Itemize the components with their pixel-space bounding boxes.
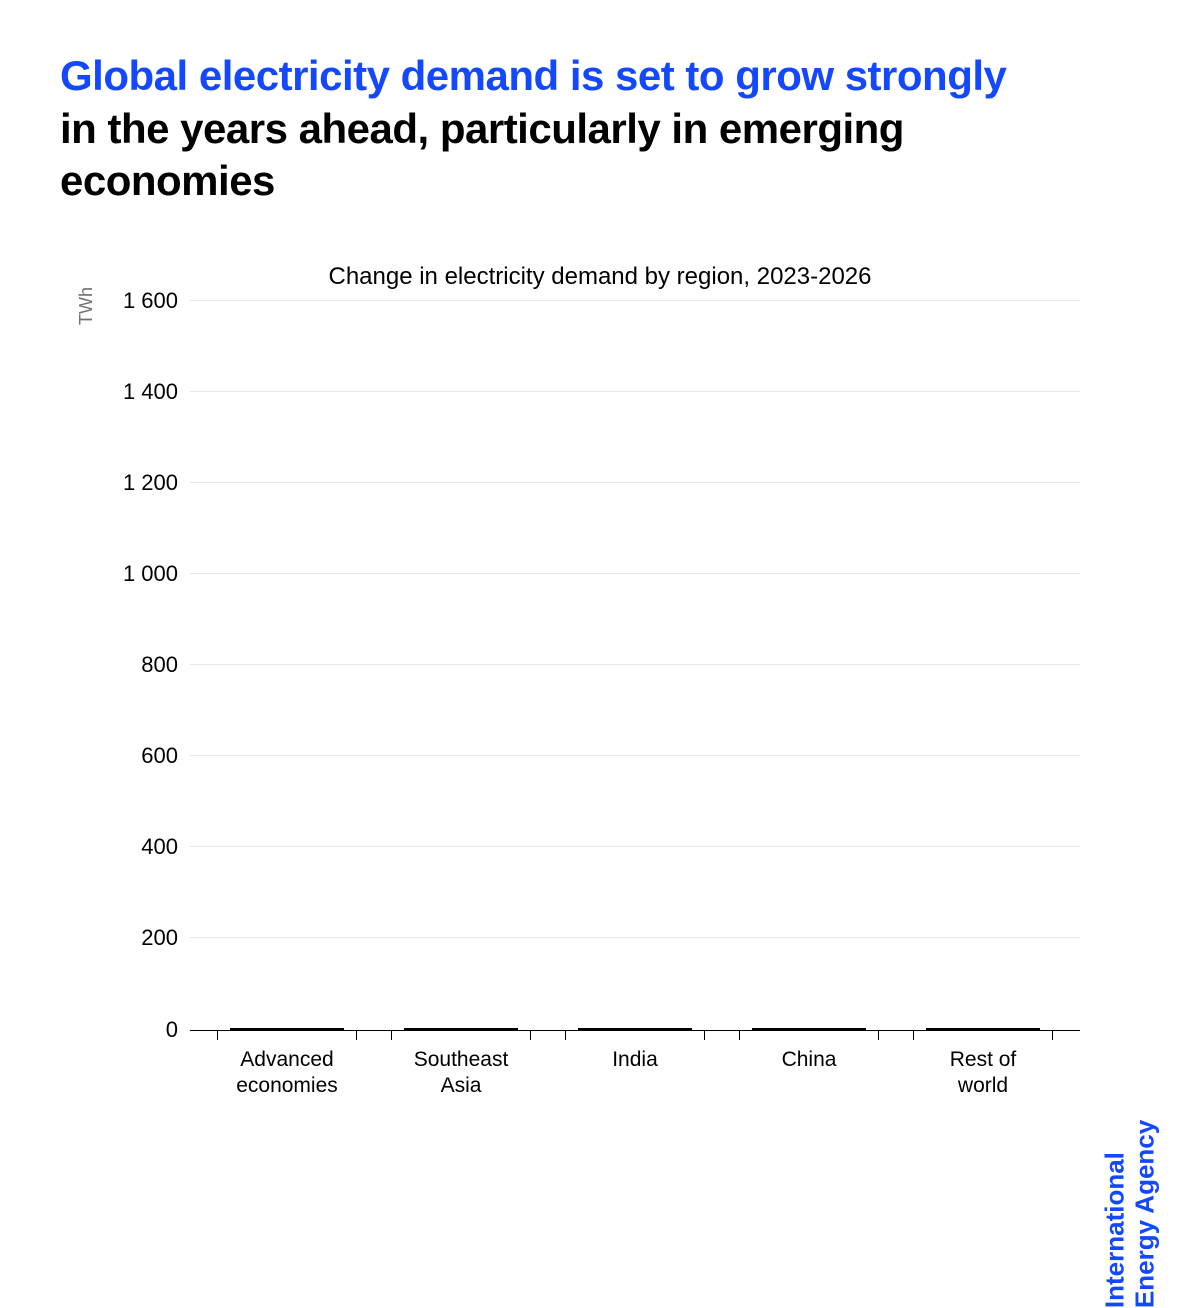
y-tick-label: 1 400 <box>123 379 178 405</box>
bar-slot <box>391 1028 530 1030</box>
x-axis-labels: Advancedeconomies SoutheastAsia India China… <box>190 1039 1080 1101</box>
y-tick-label: 800 <box>141 652 178 678</box>
y-axis-unit: TWh <box>76 287 97 325</box>
x-axis-label: China <box>739 1039 878 1101</box>
bar-slot <box>739 1028 878 1030</box>
page-title: Global electricity demand is set to grow… <box>60 50 1040 208</box>
gridline <box>190 391 1080 392</box>
chart-subtitle: Change in electricity demand by region, … <box>60 263 1140 291</box>
bar <box>578 1028 692 1030</box>
brand-line2: Energy Agency <box>1130 1120 1160 1308</box>
title-rest: in the years ahead, particularly in emer… <box>60 105 904 205</box>
x-axis-label: SoutheastAsia <box>391 1039 530 1101</box>
gridline <box>190 482 1080 483</box>
bar-slot <box>565 1028 704 1030</box>
bar <box>404 1028 518 1030</box>
bar <box>926 1028 1040 1030</box>
gridline <box>190 664 1080 665</box>
gridline <box>190 300 1080 301</box>
y-tick-label: 200 <box>141 925 178 951</box>
bar-slot <box>913 1028 1052 1030</box>
bar-slot <box>217 1028 356 1030</box>
gridline <box>190 755 1080 756</box>
bars-row <box>190 301 1080 1030</box>
y-tick-label: 1 000 <box>123 561 178 587</box>
bar-chart: TWh 02004006008001 0001 2001 4001 600 Ad… <box>80 301 1080 1101</box>
bar <box>230 1028 344 1030</box>
plot-area: 02004006008001 0001 2001 4001 600 <box>190 301 1080 1031</box>
x-axis-label: Advancedeconomies <box>217 1039 356 1101</box>
y-tick-label: 1 200 <box>123 470 178 496</box>
gridline <box>190 846 1080 847</box>
title-accent: Global electricity demand is set to grow… <box>60 52 1006 99</box>
gridline <box>190 937 1080 938</box>
y-tick-label: 600 <box>141 743 178 769</box>
y-tick-label: 1 600 <box>123 288 178 314</box>
x-axis-label: India <box>565 1039 704 1101</box>
brand-label: International Energy Agency <box>1100 1120 1160 1308</box>
y-tick-label: 0 <box>166 1017 178 1043</box>
x-axis-label: Rest ofworld <box>913 1039 1052 1101</box>
gridline <box>190 573 1080 574</box>
bar <box>752 1028 866 1030</box>
brand-line1: International <box>1100 1120 1130 1308</box>
y-tick-label: 400 <box>141 834 178 860</box>
